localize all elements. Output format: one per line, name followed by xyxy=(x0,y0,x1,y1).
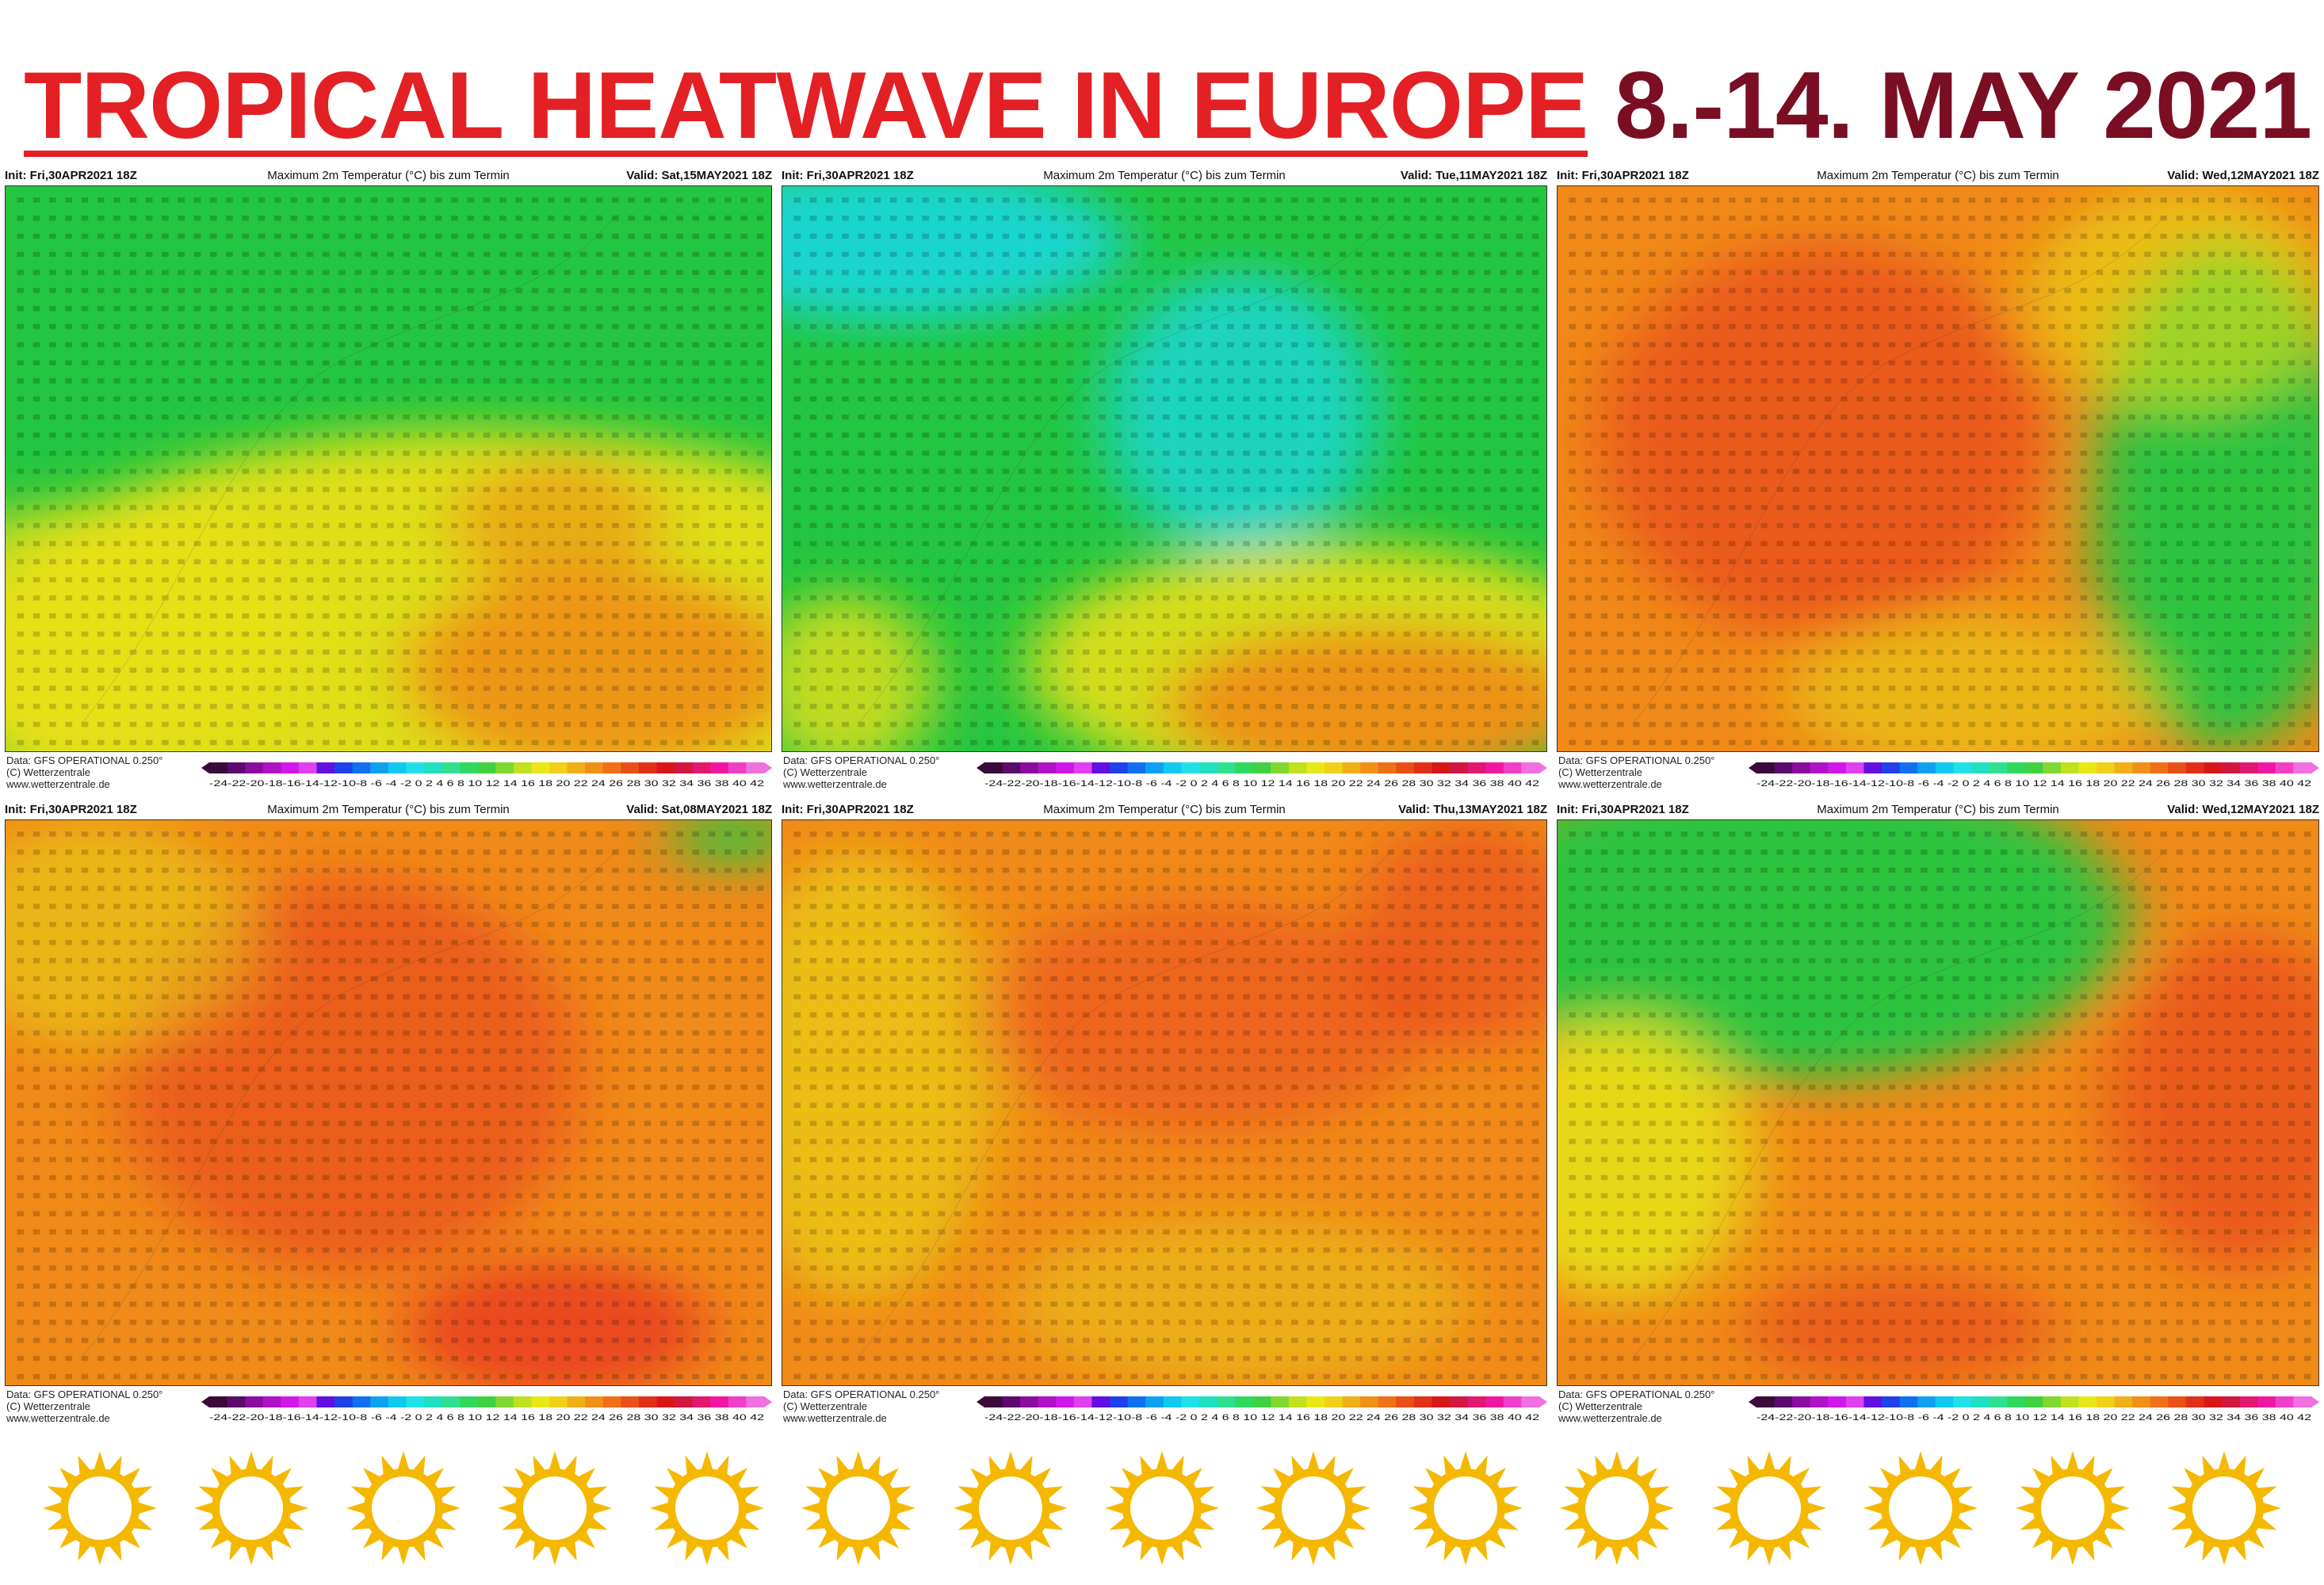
valid-time: Valid: Sat,08MAY2021 18Z xyxy=(626,803,772,816)
colorbar-tick-labels: -24-22-20-18-16-14-12-10-8 -6 -4 -2 0 2 … xyxy=(984,1413,1539,1423)
map-variable-title: Maximum 2m Temperatur (°C) bis zum Termi… xyxy=(267,169,510,182)
data-source: Data: GFS OPERATIONAL 0.250° (C) Wetterz… xyxy=(6,754,162,790)
sun-icon xyxy=(1558,1449,1676,1568)
sun-icon xyxy=(2013,1449,2132,1568)
temperature-colorbar: -24-22-20-18-16-14-12-10-8 -6 -4 -2 0 2 … xyxy=(201,762,772,794)
panel-header: Init: Fri,30APR2021 18Z Maximum 2m Tempe… xyxy=(782,800,1547,819)
data-source: Data: GFS OPERATIONAL 0.250° (C) Wetterz… xyxy=(783,1388,939,1424)
temperature-map xyxy=(1557,819,2319,1386)
source-model: Data: GFS OPERATIONAL 0.250° xyxy=(6,1388,163,1400)
init-time: Init: Fri,30APR2021 18Z xyxy=(782,169,914,182)
forecast-map-panel: Init: Fri,30APR2021 18Z Maximum 2m Tempe… xyxy=(777,800,1552,1434)
temperature-map xyxy=(782,185,1547,752)
source-website: www.wetterzentrale.de xyxy=(783,1412,887,1424)
panel-header: Init: Fri,30APR2021 18Z Maximum 2m Tempe… xyxy=(5,166,772,185)
colorbar-tick-labels: -24-22-20-18-16-14-12-10-8 -6 -4 -2 0 2 … xyxy=(984,779,1539,789)
forecast-map-panel: Init: Fri,30APR2021 18Z Maximum 2m Tempe… xyxy=(0,800,777,1434)
valid-time: Valid: Thu,13MAY2021 18Z xyxy=(1398,803,1547,816)
init-time: Init: Fri,30APR2021 18Z xyxy=(782,803,914,816)
sun-icon xyxy=(344,1449,463,1568)
sun-icon xyxy=(648,1449,766,1568)
source-model: Data: GFS OPERATIONAL 0.250° xyxy=(1558,754,1715,766)
sun-icon xyxy=(495,1449,614,1568)
source-copyright: (C) Wetterzentrale xyxy=(783,766,867,778)
source-website: www.wetterzentrale.de xyxy=(783,778,887,790)
sun-icon xyxy=(192,1449,311,1568)
page-title: TROPICAL HEATWAVE IN EUROPE 8.-14. MAY 20… xyxy=(24,46,2312,165)
source-model: Data: GFS OPERATIONAL 0.250° xyxy=(1558,1388,1715,1400)
panel-header: Init: Fri,30APR2021 18Z Maximum 2m Tempe… xyxy=(782,166,1547,185)
source-model: Data: GFS OPERATIONAL 0.250° xyxy=(783,1388,940,1400)
source-copyright: (C) Wetterzentrale xyxy=(6,1400,90,1412)
init-time: Init: Fri,30APR2021 18Z xyxy=(5,169,137,182)
forecast-map-panel: Init: Fri,30APR2021 18Z Maximum 2m Tempe… xyxy=(1552,800,2324,1434)
title-dates: 8.-14. MAY 2021 xyxy=(1615,52,2312,158)
map-variable-title: Maximum 2m Temperatur (°C) bis zum Termi… xyxy=(267,803,510,816)
title-heatwave: TROPICAL HEATWAVE IN EUROPE xyxy=(24,52,1588,158)
temperature-colorbar: -24-22-20-18-16-14-12-10-8 -6 -4 -2 0 2 … xyxy=(1749,762,2319,794)
source-website: www.wetterzentrale.de xyxy=(6,778,110,790)
sun-icon xyxy=(799,1449,918,1568)
colorbar-tick-labels: -24-22-20-18-16-14-12-10-8 -6 -4 -2 0 2 … xyxy=(1756,1413,2311,1423)
sun-icon xyxy=(951,1449,1070,1568)
colorbar-tick-labels: -24-22-20-18-16-14-12-10-8 -6 -4 -2 0 2 … xyxy=(209,779,764,789)
temperature-map xyxy=(1557,185,2319,752)
source-copyright: (C) Wetterzentrale xyxy=(783,1400,867,1412)
source-copyright: (C) Wetterzentrale xyxy=(1558,766,1642,778)
map-variable-title: Maximum 2m Temperatur (°C) bis zum Termi… xyxy=(1817,803,2059,816)
map-variable-title: Maximum 2m Temperatur (°C) bis zum Termi… xyxy=(1817,169,2059,182)
temperature-map xyxy=(5,819,772,1386)
sun-icon xyxy=(1861,1449,1980,1568)
data-source: Data: GFS OPERATIONAL 0.250° (C) Wetterz… xyxy=(6,1388,162,1424)
temperature-colorbar: -24-22-20-18-16-14-12-10-8 -6 -4 -2 0 2 … xyxy=(977,762,1547,794)
source-model: Data: GFS OPERATIONAL 0.250° xyxy=(6,754,163,766)
data-source: Data: GFS OPERATIONAL 0.250° (C) Wetterz… xyxy=(1558,754,1714,790)
source-website: www.wetterzentrale.de xyxy=(1558,1412,1662,1424)
sun-icon xyxy=(1254,1449,1373,1568)
temperature-map xyxy=(782,819,1547,1386)
sun-icon xyxy=(1710,1449,1829,1568)
init-time: Init: Fri,30APR2021 18Z xyxy=(1557,803,1689,816)
panel-header: Init: Fri,30APR2021 18Z Maximum 2m Tempe… xyxy=(1557,166,2319,185)
sun-icon xyxy=(1406,1449,1525,1568)
sun-icon xyxy=(2165,1449,2284,1568)
valid-time: Valid: Wed,12MAY2021 18Z xyxy=(2167,169,2319,182)
temperature-colorbar: -24-22-20-18-16-14-12-10-8 -6 -4 -2 0 2 … xyxy=(1749,1396,2319,1428)
temperature-colorbar: -24-22-20-18-16-14-12-10-8 -6 -4 -2 0 2 … xyxy=(977,1396,1547,1428)
source-website: www.wetterzentrale.de xyxy=(1558,778,1662,790)
init-time: Init: Fri,30APR2021 18Z xyxy=(1557,169,1689,182)
panel-header: Init: Fri,30APR2021 18Z Maximum 2m Tempe… xyxy=(5,800,772,819)
valid-time: Valid: Sat,15MAY2021 18Z xyxy=(626,169,772,182)
sun-icon xyxy=(1103,1449,1221,1568)
init-time: Init: Fri,30APR2021 18Z xyxy=(5,803,137,816)
data-source: Data: GFS OPERATIONAL 0.250° (C) Wetterz… xyxy=(783,754,939,790)
sun-row xyxy=(0,1442,2324,1577)
data-source: Data: GFS OPERATIONAL 0.250° (C) Wetterz… xyxy=(1558,1388,1714,1424)
source-model: Data: GFS OPERATIONAL 0.250° xyxy=(783,754,940,766)
colorbar-tick-labels: -24-22-20-18-16-14-12-10-8 -6 -4 -2 0 2 … xyxy=(1756,779,2311,789)
map-variable-title: Maximum 2m Temperatur (°C) bis zum Termi… xyxy=(1043,803,1286,816)
map-variable-title: Maximum 2m Temperatur (°C) bis zum Termi… xyxy=(1043,169,1286,182)
sun-icon xyxy=(40,1449,159,1568)
source-copyright: (C) Wetterzentrale xyxy=(6,766,90,778)
valid-time: Valid: Tue,11MAY2021 18Z xyxy=(1400,169,1547,182)
valid-time: Valid: Wed,12MAY2021 18Z xyxy=(2167,803,2319,816)
forecast-map-panel: Init: Fri,30APR2021 18Z Maximum 2m Tempe… xyxy=(777,166,1552,800)
source-website: www.wetterzentrale.de xyxy=(6,1412,110,1424)
forecast-map-panel: Init: Fri,30APR2021 18Z Maximum 2m Tempe… xyxy=(0,166,777,800)
temperature-colorbar: -24-22-20-18-16-14-12-10-8 -6 -4 -2 0 2 … xyxy=(201,1396,772,1428)
panel-header: Init: Fri,30APR2021 18Z Maximum 2m Tempe… xyxy=(1557,800,2319,819)
source-copyright: (C) Wetterzentrale xyxy=(1558,1400,1642,1412)
forecast-map-panel: Init: Fri,30APR2021 18Z Maximum 2m Tempe… xyxy=(1552,166,2324,800)
temperature-map xyxy=(5,185,772,752)
colorbar-tick-labels: -24-22-20-18-16-14-12-10-8 -6 -4 -2 0 2 … xyxy=(209,1413,764,1423)
